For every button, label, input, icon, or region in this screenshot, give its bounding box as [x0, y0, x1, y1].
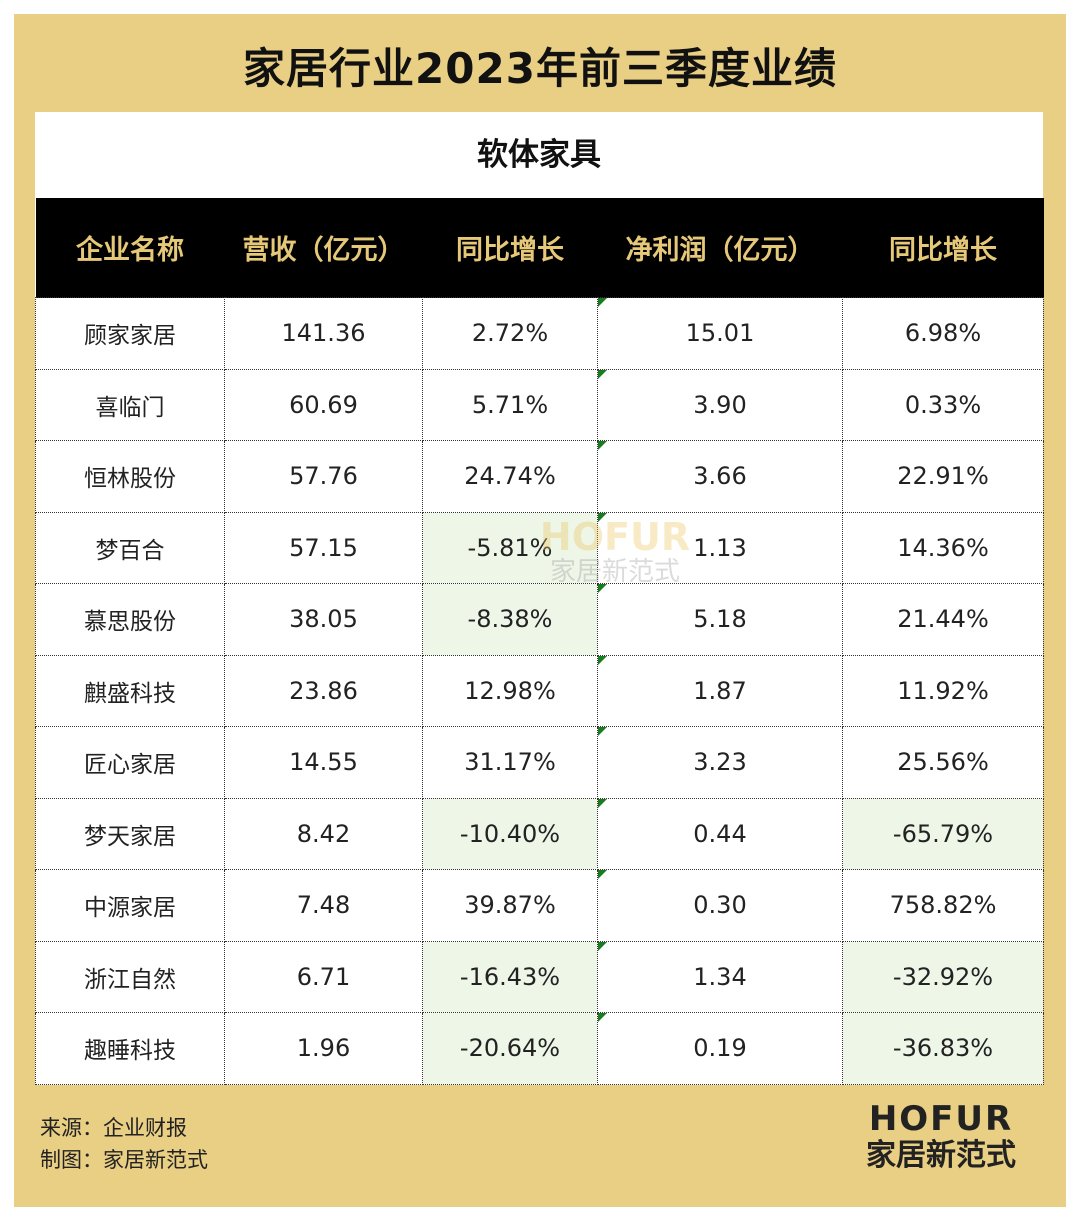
- cell-revenue: 8.42: [224, 797, 423, 870]
- table-row: 中源家居 7.48 39.87% 0.30 758.82%: [35, 869, 1044, 942]
- cell-corner-marker: [598, 870, 607, 879]
- cell-revenue: 57.76: [224, 440, 423, 513]
- poster-frame: 家居行业2023年前三季度业绩 软体家具 企业名称 营收（亿元） 同比增长 净利…: [14, 14, 1066, 1207]
- cell-net-profit: 15.01: [597, 297, 843, 370]
- cell-profit-yoy: 11.92%: [842, 654, 1044, 727]
- table-row: 浙江自然 6.71 -16.43% 1.34 -32.92%: [35, 940, 1044, 1013]
- table-row: 恒林股份 57.76 24.74% 3.66 22.91%: [35, 440, 1044, 513]
- cell-corner-marker: [598, 512, 607, 522]
- cell-revenue: 38.05: [224, 583, 423, 656]
- cell-net-profit: 0.30: [597, 869, 843, 942]
- table-row: 趣睡科技 1.96 -20.64% 0.19 -36.83%: [35, 1012, 1044, 1085]
- table-row: 匠心家居 14.55 31.17% 3.23 25.56%: [35, 726, 1044, 799]
- cell-revenue-yoy: -5.81%: [422, 511, 598, 584]
- cell-net-profit: 5.18: [597, 583, 843, 656]
- cell-revenue-yoy: -16.43%: [422, 940, 598, 1013]
- column-header-net-profit: 净利润（亿元）: [597, 198, 843, 298]
- cell-revenue-yoy: 5.71%: [422, 368, 598, 441]
- cell-revenue-yoy: -20.64%: [422, 1012, 598, 1085]
- cell-profit-yoy: 21.44%: [842, 583, 1044, 656]
- cell-corner-marker: [598, 798, 607, 808]
- cell-company: 中源家居: [35, 869, 225, 942]
- cell-revenue: 1.96: [224, 1012, 423, 1085]
- cell-revenue: 23.86: [224, 654, 423, 727]
- cell-company: 趣睡科技: [35, 1012, 225, 1085]
- cell-revenue-yoy: 31.17%: [422, 726, 598, 799]
- brand-logo-text: HOFUR: [868, 1099, 1014, 1139]
- cell-company: 梦天家居: [35, 797, 225, 870]
- table-row: 麒盛科技 23.86 12.98% 1.87 11.92%: [35, 654, 1044, 727]
- source-note: 来源：企业财报: [40, 1116, 187, 1140]
- cell-profit-yoy: 758.82%: [842, 869, 1044, 942]
- cell-net-profit: 3.90: [597, 368, 843, 441]
- column-header-revenue: 营收（亿元）: [224, 198, 423, 298]
- cell-corner-marker: [598, 584, 607, 593]
- table-row: 顾家家居 141.36 2.72% 15.01 6.98%: [35, 297, 1044, 370]
- cell-profit-yoy: 25.56%: [842, 726, 1044, 799]
- cell-revenue-yoy: 39.87%: [422, 869, 598, 942]
- credit-note: 制图：家居新范式: [40, 1148, 208, 1172]
- cell-profit-yoy: 6.98%: [842, 297, 1044, 370]
- cell-net-profit: 1.13: [597, 511, 843, 584]
- cell-corner-marker: [598, 727, 607, 736]
- cell-corner-marker: [598, 369, 607, 379]
- table-body: 顾家家居 141.36 2.72% 15.01 6.98% 喜临门 60.69 5.71% 3.…: [35, 297, 1044, 1085]
- cell-revenue: 57.15: [224, 511, 423, 584]
- cell-revenue: 7.48: [224, 869, 423, 942]
- cell-revenue: 14.55: [224, 726, 423, 799]
- cell-net-profit: 3.66: [597, 440, 843, 513]
- cell-corner-marker: [598, 298, 607, 307]
- cell-company: 喜临门: [35, 368, 225, 441]
- cell-profit-yoy: 0.33%: [842, 368, 1044, 441]
- cell-company: 慕思股份: [35, 583, 225, 656]
- footer-notes: 来源：企业财报 制图：家居新范式: [40, 1112, 208, 1176]
- cell-revenue-yoy: 12.98%: [422, 654, 598, 727]
- cell-corner-marker: [598, 941, 607, 951]
- cell-corner-marker: [598, 655, 607, 665]
- cell-profit-yoy: -65.79%: [842, 797, 1044, 870]
- cell-company: 浙江自然: [35, 940, 225, 1013]
- table-header-row: 企业名称 营收（亿元） 同比增长 净利润（亿元） 同比增长: [35, 198, 1044, 298]
- cell-company: 恒林股份: [35, 440, 225, 513]
- cell-corner-marker: [598, 1013, 607, 1022]
- cell-company: 匠心家居: [35, 726, 225, 799]
- cell-company: 梦百合: [35, 511, 225, 584]
- column-header-revenue-yoy: 同比增长: [422, 198, 598, 298]
- cell-profit-yoy: 22.91%: [842, 440, 1044, 513]
- cell-net-profit: 0.19: [597, 1012, 843, 1085]
- cell-net-profit: 1.34: [597, 940, 843, 1013]
- cell-company: 麒盛科技: [35, 654, 225, 727]
- table-row: 梦百合 57.15 -5.81% 1.13 14.36%: [35, 511, 1044, 584]
- cell-revenue: 141.36: [224, 297, 423, 370]
- brand-logo: HOFUR 家居新范式: [866, 1100, 1016, 1174]
- cell-profit-yoy: 14.36%: [842, 511, 1044, 584]
- cell-net-profit: 3.23: [597, 726, 843, 799]
- table-row: 梦天家居 8.42 -10.40% 0.44 -65.79%: [35, 797, 1044, 870]
- cell-revenue-yoy: -10.40%: [422, 797, 598, 870]
- cell-profit-yoy: -36.83%: [842, 1012, 1044, 1085]
- cell-revenue-yoy: 2.72%: [422, 297, 598, 370]
- cell-revenue: 60.69: [224, 368, 423, 441]
- cell-profit-yoy: -32.92%: [842, 940, 1044, 1013]
- performance-table: 企业名称 营收（亿元） 同比增长 净利润（亿元） 同比增长 顾家家居 141.36…: [35, 198, 1044, 1085]
- column-header-profit-yoy: 同比增长: [842, 198, 1044, 298]
- table-panel: 软体家具 企业名称 营收（亿元） 同比增长 净利润（亿元） 同比增长 顾家家居 1…: [35, 112, 1044, 1085]
- table-row: 喜临门 60.69 5.71% 3.90 0.33%: [35, 368, 1044, 441]
- cell-revenue-yoy: 24.74%: [422, 440, 598, 513]
- table-row: 慕思股份 38.05 -8.38% 5.18 21.44%: [35, 583, 1044, 656]
- cell-corner-marker: [598, 441, 607, 450]
- cell-net-profit: 1.87: [597, 654, 843, 727]
- cell-revenue-yoy: -8.38%: [422, 583, 598, 656]
- cell-revenue: 6.71: [224, 940, 423, 1013]
- column-header-company: 企业名称: [35, 198, 225, 298]
- brand-name-text: 家居新范式: [866, 1138, 1016, 1173]
- cell-net-profit: 0.44: [597, 797, 843, 870]
- cell-company: 顾家家居: [35, 297, 225, 370]
- page-title: 家居行业2023年前三季度业绩: [243, 44, 837, 93]
- table-subtitle: 软体家具: [477, 137, 601, 173]
